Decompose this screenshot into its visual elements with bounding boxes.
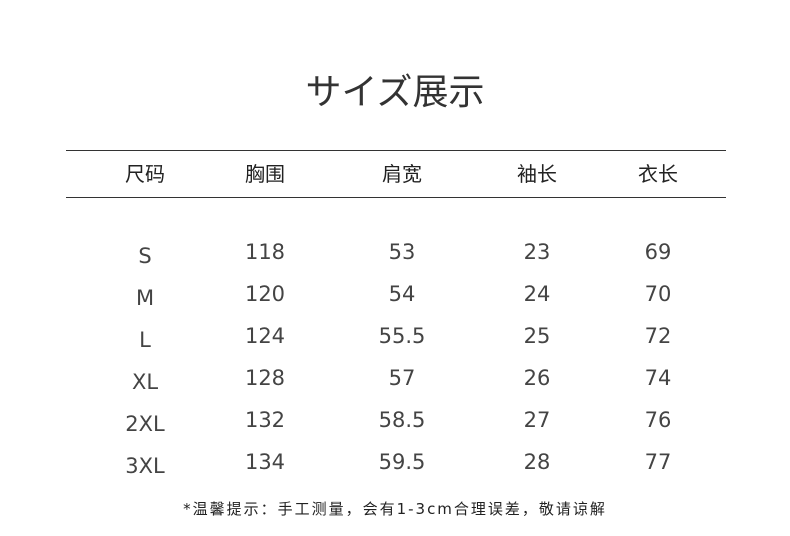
column-header-size: 尺码 — [125, 162, 165, 186]
table-cell-chest: 118 — [244, 240, 286, 264]
measurement-note: *温馨提示：手工测量，会有1-3cm合理误差，敬请谅解 — [183, 500, 607, 518]
table-cell-shoulder: 57 — [388, 366, 416, 390]
table-cell-sleeve: 23 — [523, 240, 551, 264]
table-cell-size: 2XL — [125, 412, 165, 436]
table-cell-length: 76 — [644, 408, 672, 432]
table-cell-size: S — [138, 244, 152, 268]
table-cell-length: 69 — [644, 240, 672, 264]
table-cell-size: XL — [131, 370, 159, 394]
table-cell-size: M — [135, 286, 155, 310]
column-header-sleeve: 袖长 — [517, 162, 557, 186]
table-cell-length: 72 — [644, 324, 672, 348]
table-cell-length: 74 — [644, 366, 672, 390]
column-header-length: 衣长 — [638, 162, 678, 186]
table-cell-shoulder: 54 — [388, 282, 416, 306]
table-cell-chest: 128 — [244, 366, 286, 390]
table-cell-size: 3XL — [125, 454, 165, 478]
column-header-chest: 胸围 — [245, 162, 285, 186]
table-cell-sleeve: 26 — [523, 366, 551, 390]
table-cell-sleeve: 24 — [523, 282, 551, 306]
table-cell-chest: 124 — [244, 324, 286, 348]
table-cell-shoulder: 58.5 — [378, 408, 426, 432]
table-top-divider — [66, 150, 726, 151]
table-cell-length: 77 — [644, 450, 672, 474]
table-cell-length: 70 — [644, 282, 672, 306]
column-header-shoulder: 肩宽 — [382, 162, 422, 186]
table-cell-sleeve: 25 — [523, 324, 551, 348]
table-cell-chest: 120 — [244, 282, 286, 306]
table-cell-sleeve: 28 — [523, 450, 551, 474]
table-cell-shoulder: 59.5 — [378, 450, 426, 474]
header-bottom-divider — [66, 197, 726, 198]
page-title: サイズ展示 — [305, 72, 485, 113]
table-cell-shoulder: 53 — [388, 240, 416, 264]
table-cell-shoulder: 55.5 — [378, 324, 426, 348]
table-cell-sleeve: 27 — [523, 408, 551, 432]
table-cell-size: L — [139, 328, 151, 352]
table-cell-chest: 134 — [244, 450, 286, 474]
table-cell-chest: 132 — [244, 408, 286, 432]
